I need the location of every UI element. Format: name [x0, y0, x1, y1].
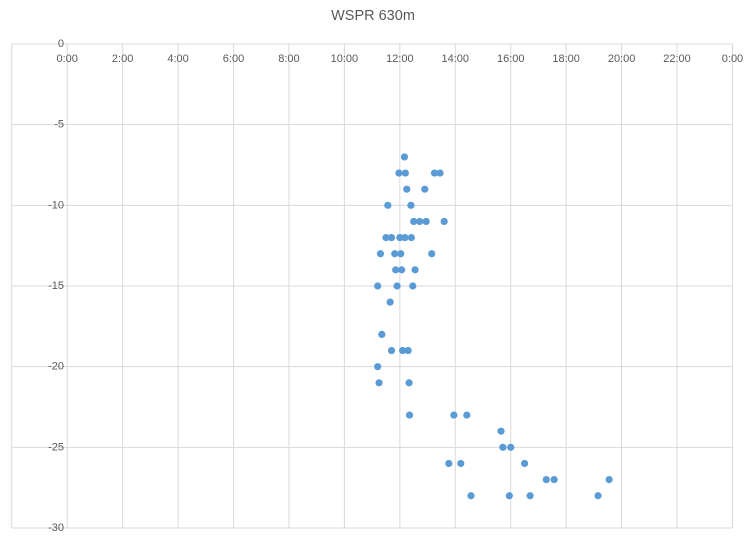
data-point	[407, 201, 415, 209]
x-tick-label: 20:00	[608, 53, 636, 65]
data-point	[594, 492, 602, 500]
x-tick-label: 2:00	[112, 53, 133, 65]
data-point	[542, 476, 550, 484]
x-tick-label: 22:00	[663, 53, 691, 65]
data-point	[507, 443, 515, 451]
y-tick-label: -20	[48, 361, 64, 373]
data-point	[400, 153, 409, 161]
data-point	[520, 459, 529, 468]
x-tick-label: 16:00	[497, 53, 525, 65]
data-point	[407, 234, 415, 242]
y-tick-label: -5	[54, 119, 64, 131]
data-point	[605, 476, 613, 484]
x-tick-label: 0:00	[56, 53, 77, 65]
data-point	[384, 201, 392, 209]
data-point	[411, 266, 419, 274]
data-point	[386, 298, 394, 306]
x-tick-label: 10:00	[331, 53, 359, 65]
x-tick-label: 12:00	[386, 53, 414, 65]
data-point	[497, 427, 505, 435]
data-point	[436, 169, 444, 177]
data-point	[430, 169, 439, 177]
y-tick-label: 0	[58, 38, 64, 50]
y-tick-label: -15	[48, 280, 64, 292]
data-point	[404, 346, 412, 355]
y-tick-label: -30	[48, 522, 64, 534]
x-tick-label: 14:00	[442, 53, 470, 65]
y-tick-label: -10	[48, 199, 64, 211]
data-point	[499, 443, 507, 451]
data-point	[405, 411, 414, 419]
data-point	[395, 169, 403, 177]
data-point	[398, 266, 406, 274]
x-tick-label: 0:00	[722, 53, 743, 65]
data-point	[526, 492, 534, 500]
data-point	[387, 346, 396, 355]
data-point	[391, 250, 399, 258]
data-point	[375, 379, 383, 387]
data-point	[401, 169, 409, 177]
data-point	[401, 234, 409, 242]
data-point	[550, 476, 558, 484]
data-point	[505, 492, 513, 500]
chart-title: WSPR 630m	[331, 8, 415, 24]
data-point	[467, 492, 475, 500]
data-point	[428, 250, 436, 258]
data-point	[396, 234, 404, 242]
data-point	[405, 379, 413, 387]
x-tick-label: 6:00	[223, 53, 244, 65]
data-point	[378, 330, 386, 338]
data-point	[392, 266, 400, 274]
data-point	[422, 217, 430, 226]
x-tick-label: 8:00	[278, 53, 299, 65]
data-point	[382, 234, 390, 242]
data-point	[457, 459, 465, 468]
y-tick-label: -25	[48, 441, 64, 453]
data-point	[440, 217, 448, 226]
data-point	[450, 411, 458, 419]
data-point	[376, 250, 385, 258]
data-point	[416, 217, 424, 226]
data-point	[445, 459, 453, 468]
data-point	[393, 282, 401, 290]
x-tick-label: 4:00	[167, 53, 188, 65]
data-point	[463, 411, 471, 419]
x-tick-label: 18:00	[552, 53, 580, 65]
data-point	[374, 282, 382, 290]
data-point	[387, 234, 396, 242]
data-point	[374, 363, 382, 371]
data-point	[421, 185, 429, 193]
data-point	[410, 217, 418, 226]
data-point	[409, 282, 417, 290]
data-point	[403, 185, 411, 193]
data-point	[399, 346, 407, 355]
data-point	[397, 250, 405, 258]
